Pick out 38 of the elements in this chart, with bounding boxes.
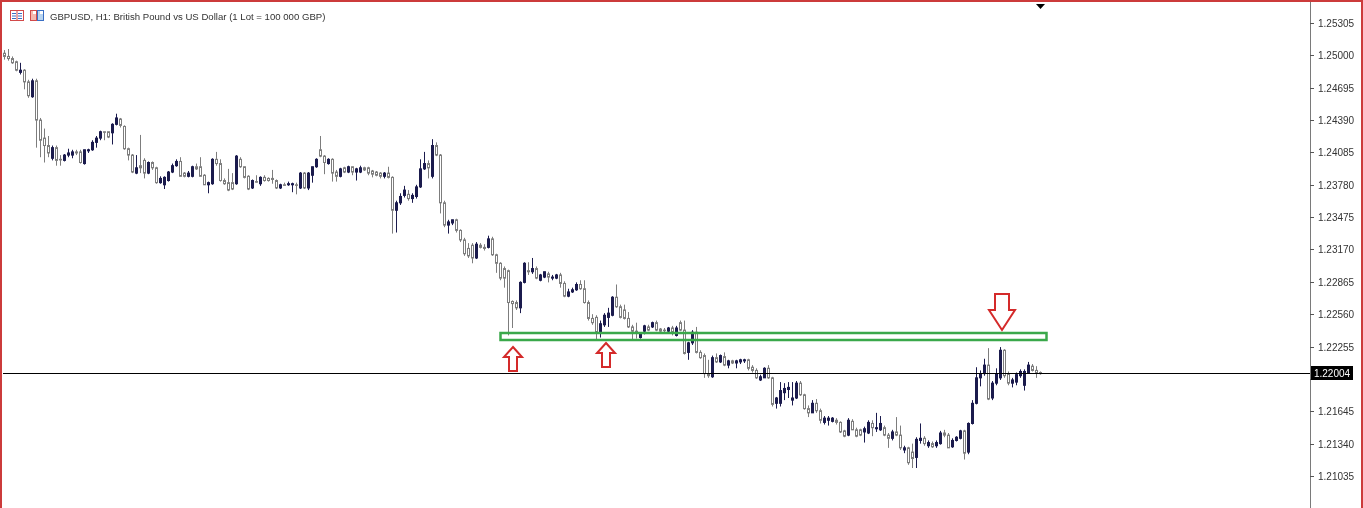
y-tick-label: 1.25305 bbox=[1318, 18, 1355, 29]
candlestick bbox=[711, 355, 714, 379]
y-tick-label: 1.24695 bbox=[1318, 83, 1355, 94]
candlestick bbox=[703, 352, 706, 379]
y-tick-label: 1.22865 bbox=[1318, 277, 1355, 288]
y-tick-label: 1.23780 bbox=[1318, 180, 1355, 191]
y-tick-label: 1.23475 bbox=[1318, 212, 1355, 223]
candlestick bbox=[875, 412, 878, 433]
candlestick bbox=[471, 242, 474, 264]
ref-line-label: 1.22004 bbox=[1313, 368, 1351, 379]
text: GBPUSD, H1: British Pound vs US Dollar (1 Lot = 100 000 GBP) bbox=[50, 10, 326, 22]
candlestick bbox=[219, 158, 222, 183]
candlestick bbox=[911, 443, 914, 469]
y-tick-label: 1.22255 bbox=[1318, 342, 1355, 353]
candlestick bbox=[139, 134, 142, 174]
candlestick bbox=[1023, 368, 1026, 392]
y-tick-label: 1.21035 bbox=[1318, 471, 1355, 482]
y-tick-label: 1.23170 bbox=[1318, 244, 1355, 255]
candlestick bbox=[395, 200, 398, 234]
y-tick-label: 1.21340 bbox=[1318, 439, 1355, 450]
candlestick bbox=[595, 314, 598, 341]
y-tick-label: 1.24085 bbox=[1318, 147, 1355, 158]
candlestick bbox=[915, 436, 918, 469]
candlestick bbox=[47, 135, 50, 158]
candlestick bbox=[427, 159, 430, 179]
y-tick-label: 1.21645 bbox=[1318, 406, 1355, 417]
candlestick bbox=[963, 429, 966, 461]
candlestick bbox=[143, 157, 146, 179]
y-tick-label: 1.22560 bbox=[1318, 309, 1355, 320]
candlestick bbox=[331, 157, 334, 183]
y-tick-label: 1.24390 bbox=[1318, 115, 1355, 126]
y-tick-label: 1.25000 bbox=[1318, 50, 1355, 61]
candlestick bbox=[31, 78, 34, 99]
candlestick bbox=[899, 425, 902, 451]
candlestick bbox=[55, 145, 58, 167]
candlestick bbox=[791, 381, 794, 406]
candlestick bbox=[779, 381, 782, 407]
candlestick bbox=[179, 156, 182, 177]
